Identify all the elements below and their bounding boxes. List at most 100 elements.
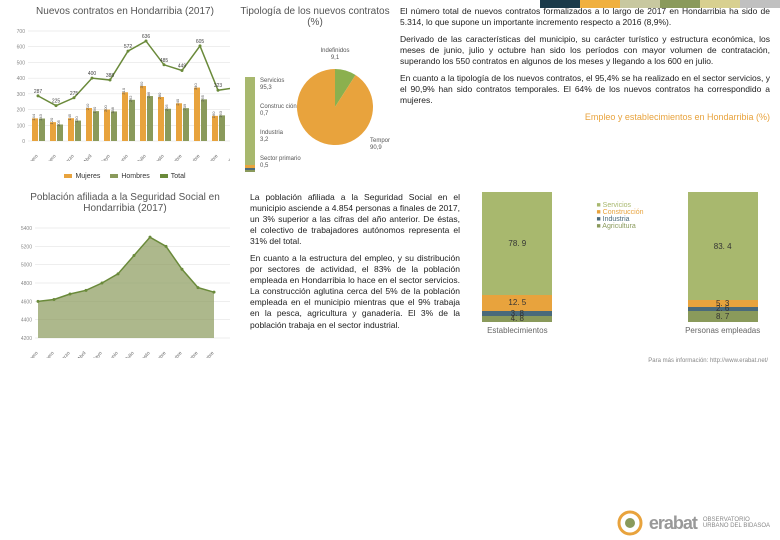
svg-text:209: 209 xyxy=(182,103,187,110)
svg-text:143: 143 xyxy=(38,113,43,120)
svg-text:5200: 5200 xyxy=(21,244,32,250)
svg-text:Enero: Enero xyxy=(26,350,39,358)
svg-text:120: 120 xyxy=(49,117,54,124)
svg-text:130: 130 xyxy=(74,115,79,122)
svg-text:200: 200 xyxy=(103,104,108,111)
svg-text:Construc ción: Construc ción xyxy=(260,104,297,110)
svg-text:350: 350 xyxy=(139,81,144,88)
svg-text:Abril: Abril xyxy=(76,350,87,358)
legend-mujeres: Mujeres xyxy=(64,173,100,180)
svg-text:636: 636 xyxy=(142,34,151,40)
svg-text:572: 572 xyxy=(124,44,133,50)
para-1: El número total de nuevos contratos form… xyxy=(400,6,770,28)
svg-text:485: 485 xyxy=(160,58,169,64)
svg-text:0,7: 0,7 xyxy=(260,111,269,117)
legend-total: Total xyxy=(160,173,186,180)
contracts-title: Nuevos contratos en Hondarribia (2017) xyxy=(10,6,240,17)
svg-text:Agosto: Agosto xyxy=(151,153,166,161)
svg-text:240: 240 xyxy=(175,98,180,105)
legend-hombres: Hombres xyxy=(110,173,149,180)
para-4: La población afiliada a la Seguridad Soc… xyxy=(250,192,460,247)
svg-text:Diciembre: Diciembre xyxy=(218,153,230,161)
svg-text:310: 310 xyxy=(121,87,126,94)
stack-charts: 78. 912. 53. 84. 8 Establecimientos Serv… xyxy=(470,192,770,358)
svg-text:Mayo: Mayo xyxy=(99,153,112,161)
ss-chart: 4200 4400 4600 4800 5000 5200 5400 EneroFebrero… xyxy=(10,218,230,358)
svg-text:605: 605 xyxy=(196,39,205,45)
svg-text:Enero: Enero xyxy=(26,153,39,161)
svg-text:4800: 4800 xyxy=(21,281,32,287)
logo-sub2: URBANO DEL BIDASOA xyxy=(703,523,770,529)
svg-text:700: 700 xyxy=(17,29,26,35)
svg-text:Temporales: Temporales xyxy=(370,138,390,144)
logo-main: erabat xyxy=(649,513,697,534)
svg-text:Marzo: Marzo xyxy=(58,350,72,358)
stack-legend: ServiciosConstrucciónIndustriaAgricultur… xyxy=(596,202,643,230)
svg-text:225: 225 xyxy=(52,99,61,105)
svg-text:Octubre: Octubre xyxy=(167,350,183,358)
svg-text:5000: 5000 xyxy=(21,263,32,269)
svg-text:286: 286 xyxy=(146,91,151,98)
svg-text:Octubre: Octubre xyxy=(185,153,201,161)
svg-text:388: 388 xyxy=(106,73,115,79)
svg-text:4200: 4200 xyxy=(21,336,32,342)
svg-text:Indefinidos: Indefinidos xyxy=(320,48,349,54)
svg-text:Febrero: Febrero xyxy=(42,153,58,161)
svg-text:4400: 4400 xyxy=(21,318,32,324)
logo-icon xyxy=(617,510,643,536)
svg-text:300: 300 xyxy=(17,92,26,98)
pie-chart: Indefinidos9,1 Temporales90,9 Servicios95,… xyxy=(240,32,390,192)
svg-text:Junio: Junio xyxy=(117,153,129,161)
svg-text:600: 600 xyxy=(17,45,26,51)
svg-text:Agosto: Agosto xyxy=(137,350,152,358)
svg-text:265: 265 xyxy=(200,94,205,101)
svg-text:9,1: 9,1 xyxy=(331,55,340,61)
svg-text:Servicios: Servicios xyxy=(260,78,284,84)
svg-text:210: 210 xyxy=(85,103,90,110)
svg-text:144: 144 xyxy=(31,113,36,120)
svg-text:Abril: Abril xyxy=(82,153,93,161)
stack-right-label: Personas empleadas xyxy=(675,326,770,335)
svg-text:262: 262 xyxy=(128,95,133,102)
svg-text:3,2: 3,2 xyxy=(260,137,269,143)
svg-text:0,5: 0,5 xyxy=(260,163,269,169)
svg-text:400: 400 xyxy=(17,76,26,82)
svg-text:5400: 5400 xyxy=(21,226,32,232)
svg-text:0: 0 xyxy=(22,139,25,145)
svg-text:Sector primario: Sector primario xyxy=(260,156,301,162)
svg-text:95,3: 95,3 xyxy=(260,85,272,91)
svg-text:500: 500 xyxy=(17,60,26,66)
svg-text:Marzo: Marzo xyxy=(62,153,76,161)
pie-title: Tipología de los nuevos contratos (%) xyxy=(240,6,390,28)
footer-logo: erabat OBSERVATORIO URBANO DEL BIDASOA xyxy=(617,510,770,536)
top-strip xyxy=(540,0,780,8)
stack-left-label: Establecimientos xyxy=(470,326,565,335)
para-5: En cuanto a la estructura del empleo, y … xyxy=(250,253,460,330)
svg-text:205: 205 xyxy=(164,104,169,111)
svg-text:Junio: Junio xyxy=(107,350,119,358)
svg-text:280: 280 xyxy=(157,92,162,99)
svg-text:323: 323 xyxy=(214,83,223,89)
svg-text:275: 275 xyxy=(70,91,79,97)
svg-text:4600: 4600 xyxy=(21,299,32,305)
svg-text:160: 160 xyxy=(211,111,216,118)
svg-text:Febrero: Febrero xyxy=(40,350,56,358)
svg-text:170: 170 xyxy=(229,109,230,116)
svg-text:400: 400 xyxy=(88,71,97,77)
svg-text:287: 287 xyxy=(34,89,43,95)
svg-text:188: 188 xyxy=(110,106,115,113)
svg-text:449: 449 xyxy=(178,63,187,69)
svg-text:Noviembre: Noviembre xyxy=(199,153,219,161)
svg-text:Septiembre: Septiembre xyxy=(162,153,183,161)
svg-text:200: 200 xyxy=(17,108,26,114)
svg-text:Julio: Julio xyxy=(136,153,147,161)
svg-text:105: 105 xyxy=(56,119,61,126)
svg-text:90,9: 90,9 xyxy=(370,145,382,151)
employment-title: Empleo y establecimientos en Hondarribia… xyxy=(400,112,770,122)
contracts-chart: 0100200300400500600700144143Enero120105F… xyxy=(10,21,230,161)
svg-text:Mayo: Mayo xyxy=(91,350,104,358)
contracts-legend: Mujeres Hombres Total xyxy=(10,173,240,180)
svg-text:163: 163 xyxy=(218,110,223,117)
ss-title: Población afiliada a la Seguridad Social… xyxy=(10,192,240,214)
svg-text:Industria: Industria xyxy=(260,130,284,136)
